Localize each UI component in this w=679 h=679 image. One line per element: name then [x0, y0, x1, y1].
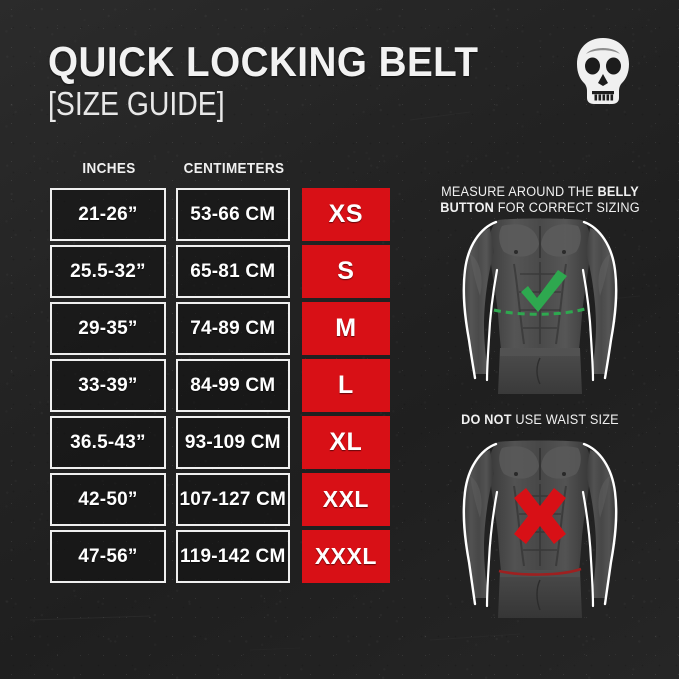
check-mark-icon — [521, 270, 567, 312]
correct-measurement-note: MEASURE AROUND THE BELLY BUTTON FOR CORRE… — [431, 184, 649, 216]
table-row: 33-39” 84-99 CM L — [50, 359, 390, 412]
table-row: 42-50” 107-127 CM XXL — [50, 473, 390, 526]
cell-size-label: L — [301, 359, 390, 412]
table-row: 25.5-32” 65-81 CM S — [50, 245, 390, 298]
cell-centimeters: 119-142 CM — [175, 530, 290, 583]
cell-centimeters: 84-99 CM — [175, 359, 290, 412]
note-correct-bold-button: BUTTON — [440, 200, 494, 215]
page-title: QUICK LOCKING BELT — [48, 38, 479, 85]
cell-inches: 21-26” — [50, 188, 166, 241]
cell-inches: 33-39” — [50, 359, 166, 412]
table-body: 21-26” 53-66 CM XS 25.5-32” 65-81 CM S 29-35” 7… — [50, 188, 390, 583]
incorrect-measurement-note: DO NOT USE WAIST SIZE — [431, 412, 649, 428]
cell-centimeters: 65-81 CM — [175, 245, 290, 298]
cell-inches: 47-56” — [50, 530, 166, 583]
table-row: 36.5-43” 93-109 CM XL — [50, 416, 390, 469]
cell-size-label: S — [301, 245, 390, 298]
measure-guide-line — [493, 306, 589, 316]
column-header-centimeters: CENTIMETERS — [183, 160, 285, 177]
cell-centimeters: 107-127 CM — [175, 473, 290, 526]
cell-inches: 42-50” — [50, 473, 166, 526]
waist-guide-line — [498, 567, 582, 576]
cell-size-label: XXL — [301, 473, 390, 526]
table-row: 29-35” 74-89 CM M — [50, 302, 390, 355]
torso-illustration-incorrect — [462, 440, 618, 618]
cell-centimeters: 53-66 CM — [175, 188, 290, 241]
note-incorrect-bold: DO NOT — [461, 412, 512, 427]
note-correct-post: FOR CORRECT SIZING — [493, 200, 640, 215]
figure-incorrect-measurement — [440, 440, 640, 618]
size-table: INCHES CENTIMETERS 21-26” 53-66 CM XS 25.5-… — [50, 160, 390, 587]
figure-correct-measurement — [440, 218, 640, 394]
cell-centimeters: 93-109 CM — [175, 416, 290, 469]
cell-size-label: XXXL — [301, 530, 390, 583]
cell-size-label: XS — [301, 188, 390, 241]
note-correct-pre: MEASURE AROUND THE — [441, 184, 598, 199]
cell-inches: 36.5-43” — [50, 416, 166, 469]
note-incorrect-rest: USE WAIST SIZE — [511, 412, 619, 427]
column-header-inches: INCHES — [82, 160, 136, 177]
cross-mark-icon — [514, 488, 566, 544]
cell-inches: 29-35” — [50, 302, 166, 355]
cell-size-label: XL — [301, 416, 390, 469]
cell-size-label: M — [301, 302, 390, 355]
skull-logo-icon — [577, 38, 629, 104]
table-column-headers: INCHES CENTIMETERS — [50, 160, 390, 182]
page-subtitle: [SIZE GUIDE] — [48, 85, 225, 122]
table-row: 21-26” 53-66 CM XS — [50, 188, 390, 241]
torso-illustration-correct — [462, 218, 618, 394]
note-correct-bold-belly: BELLY — [597, 184, 639, 199]
cell-centimeters: 74-89 CM — [175, 302, 290, 355]
table-row: 47-56” 119-142 CM XXXL — [50, 530, 390, 583]
cell-inches: 25.5-32” — [50, 245, 166, 298]
